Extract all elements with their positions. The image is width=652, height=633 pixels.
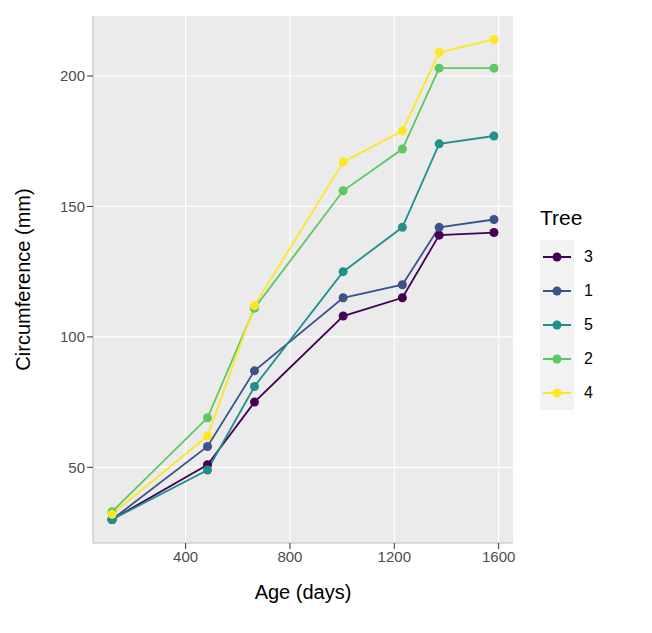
- html-text:2: 2: [584, 350, 593, 367]
- svg-text:400: 400: [173, 548, 198, 565]
- html-text:5: 5: [584, 316, 593, 333]
- html-text:Tree: Tree: [540, 206, 583, 229]
- svg-text:100: 100: [60, 328, 85, 345]
- svg-text:800: 800: [277, 548, 302, 565]
- svg-text:200: 200: [60, 67, 85, 84]
- svg-text:1600: 1600: [482, 548, 515, 565]
- svg-text:1200: 1200: [378, 548, 411, 565]
- svg-text:150: 150: [60, 198, 85, 215]
- html-text:1: 1: [584, 282, 593, 299]
- svg-text:Circumference (mm): Circumference (mm): [12, 188, 34, 370]
- html-text:4: 4: [584, 384, 593, 401]
- svg-text:50: 50: [68, 459, 85, 476]
- html-text:3: 3: [584, 248, 593, 265]
- svg-text:Age (days): Age (days): [255, 581, 352, 603]
